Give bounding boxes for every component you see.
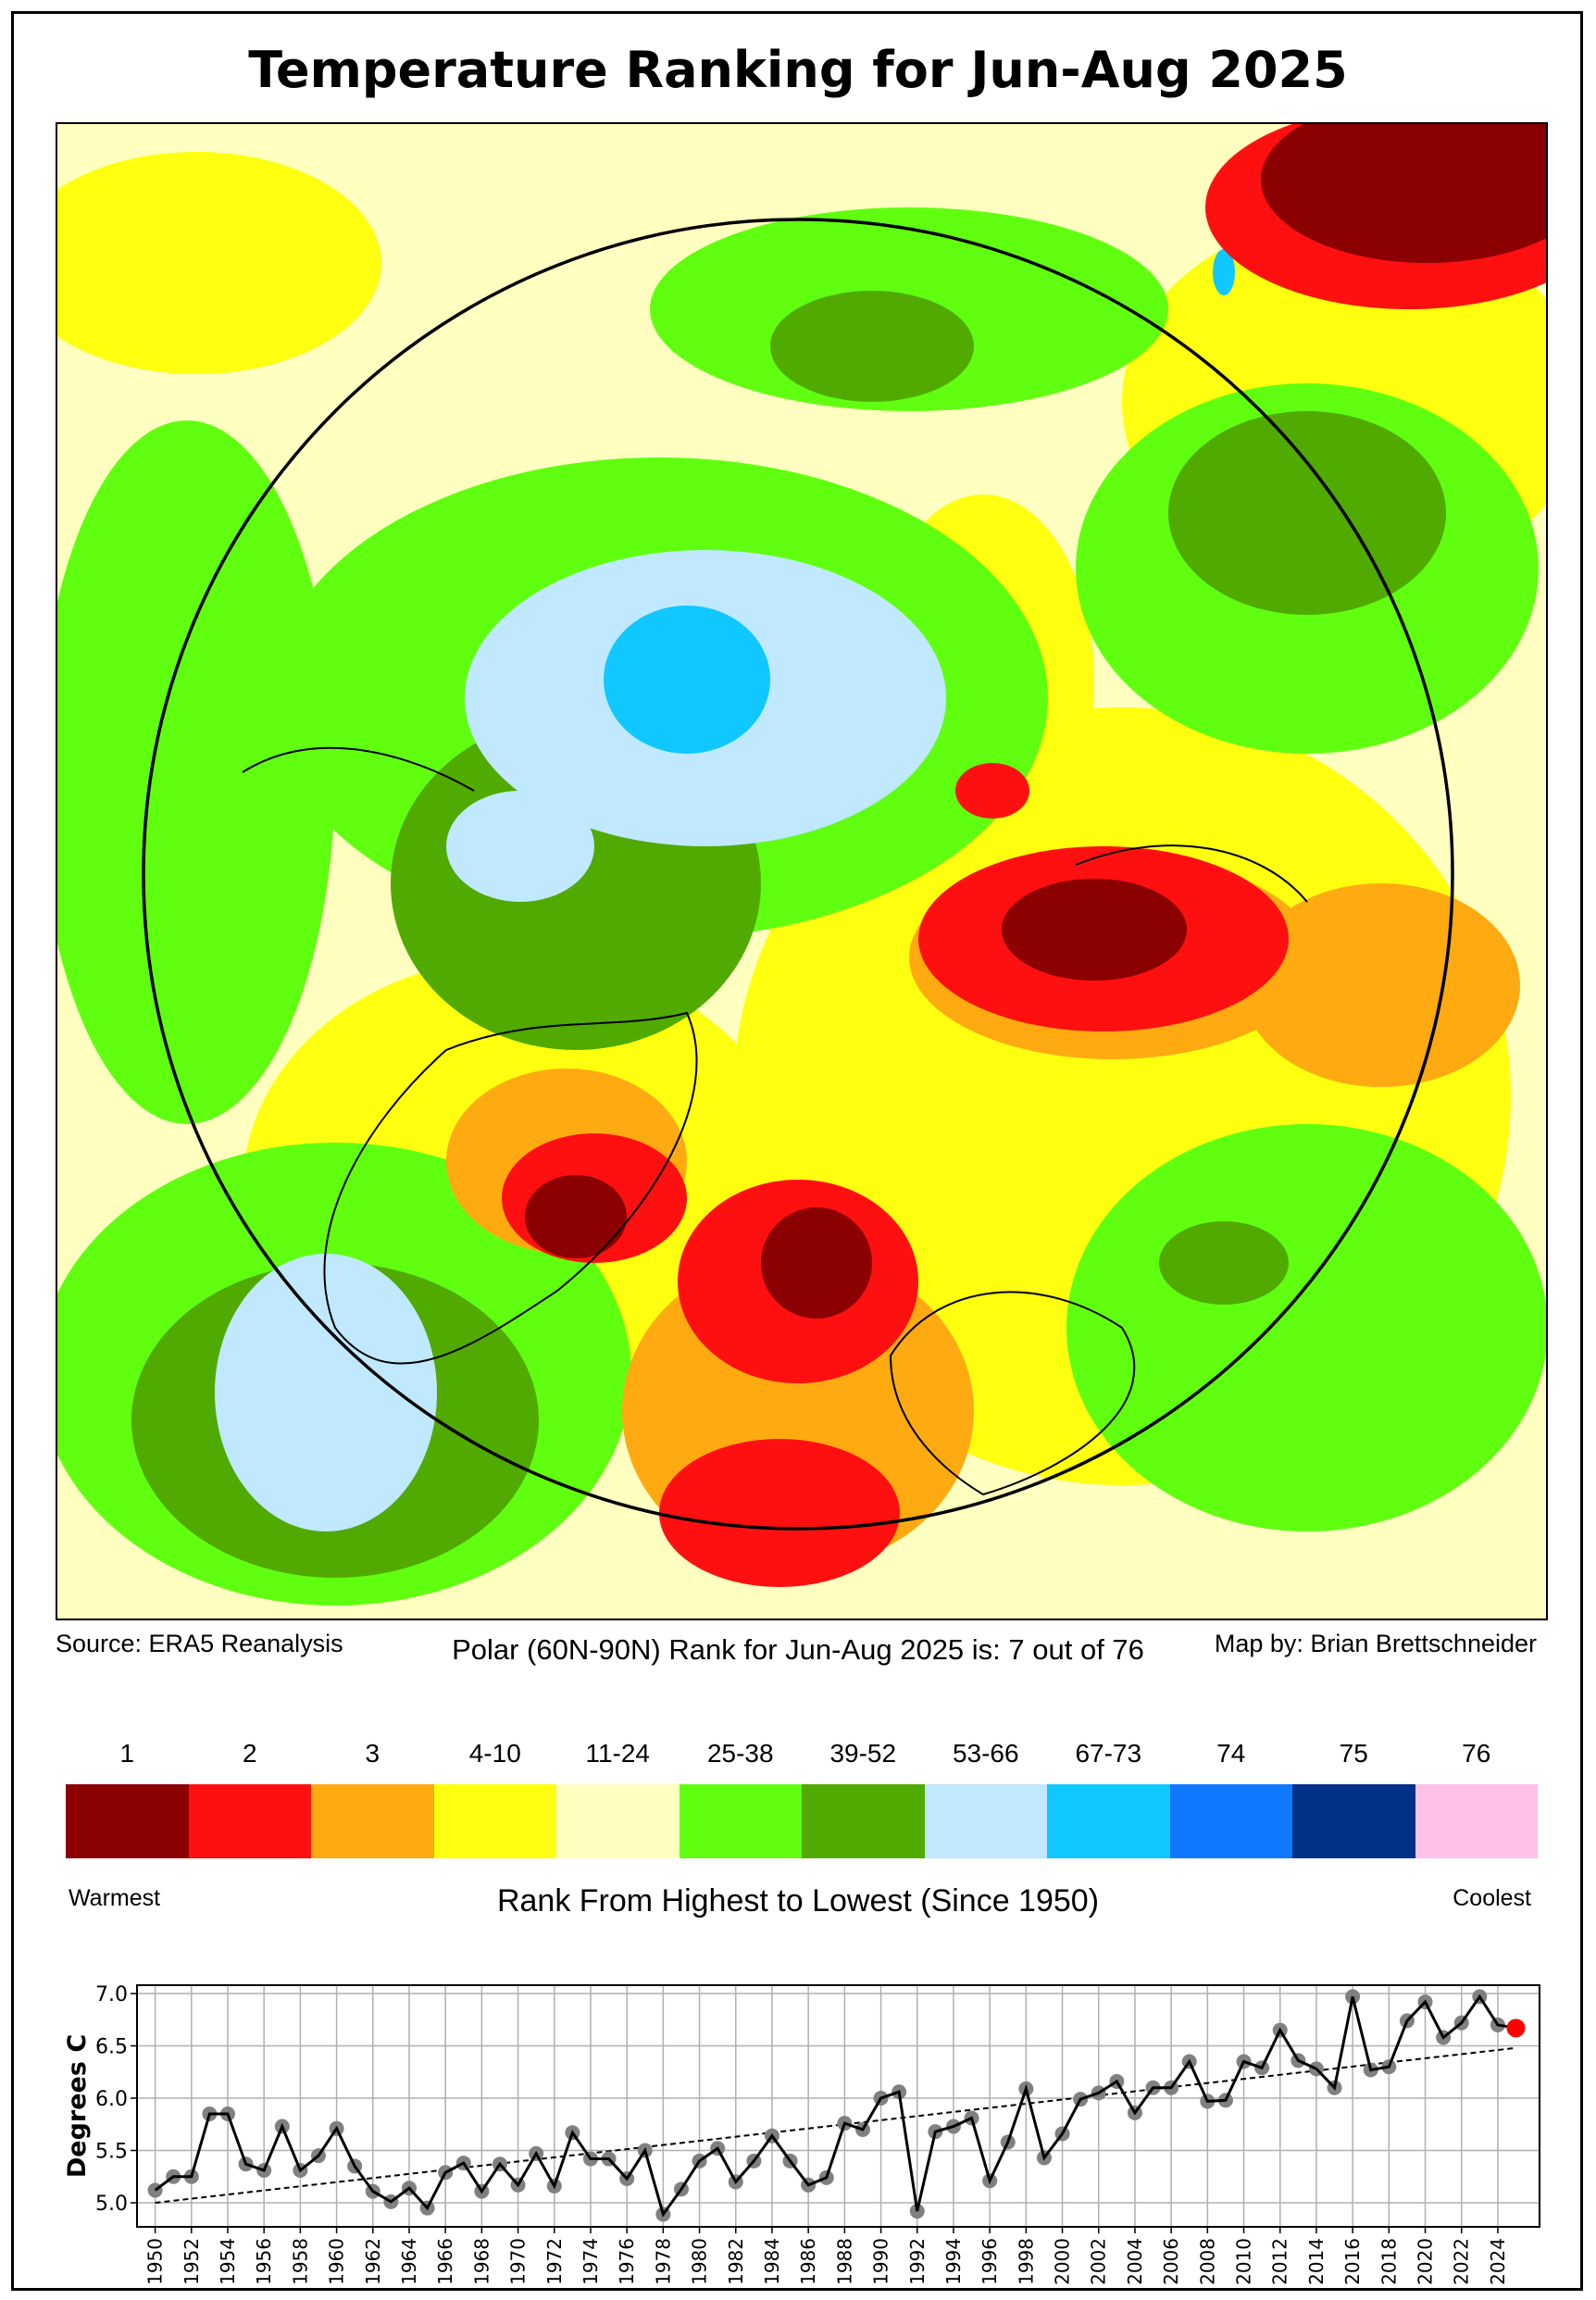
- data-point-2025-highlight: [1506, 2019, 1526, 2038]
- figure-frame: [11, 11, 1583, 2291]
- page-title: Temperature Ranking for Jun-Aug 2025: [248, 41, 1348, 99]
- x-tick-label: 1982: [725, 2238, 747, 2285]
- credit-label: Map by: Brian Brettschneider: [1214, 1630, 1537, 1657]
- colorbar-label: 76: [1462, 1739, 1491, 1768]
- colorbar-swatch-67-73: [1047, 1784, 1170, 1858]
- warmest-label: Warmest: [69, 1885, 161, 1911]
- x-tick-label: 2004: [1124, 2238, 1146, 2285]
- map-canvas: [57, 124, 1546, 1619]
- rank-67-73-areas: [604, 249, 1235, 754]
- x-tick-label: 1988: [833, 2238, 855, 2285]
- coolest-label: Coolest: [1453, 1885, 1531, 1911]
- rank-map: [56, 122, 1548, 1620]
- colorbar-swatch-53-66: [924, 1784, 1047, 1858]
- x-tick-label: 2022: [1451, 2238, 1473, 2285]
- x-tick-label: 1954: [217, 2238, 239, 2285]
- y-tick-label: 7.0: [95, 1983, 128, 2006]
- colorbar: [66, 1784, 1538, 1858]
- y-tick-label: 6.5: [95, 2036, 128, 2059]
- colorbar-label: 74: [1216, 1739, 1246, 1768]
- colorbar-swatch-75: [1292, 1784, 1415, 1858]
- x-tick-label: 1992: [906, 2238, 929, 2285]
- x-tick-label: 2002: [1088, 2238, 1110, 2285]
- x-tick-label: 1994: [942, 2238, 965, 2285]
- colorbar-swatch-11-24: [556, 1784, 680, 1858]
- x-tick-label: 2020: [1415, 2238, 1437, 2285]
- x-tick-label: 2006: [1160, 2238, 1182, 2285]
- colorbar-label: 67-73: [1075, 1739, 1142, 1768]
- colorbar-labels: 1 2 3 4-10 11-24 25-38 39-52 53-66 67-73 74 75 76: [66, 1739, 1538, 1769]
- x-tick-label: 2008: [1196, 2238, 1218, 2285]
- x-tick-label: 1998: [1015, 2238, 1037, 2285]
- colorbar-label: 53-66: [952, 1739, 1019, 1768]
- temperature-timeseries-chart: 5.0 5.5 6.0 6.5 7.0 1950 1952 1954 1956 1958 1960 1…: [63, 1983, 1540, 2285]
- colorbar-swatch-3: [311, 1784, 434, 1858]
- x-tick-label: 2010: [1233, 2238, 1255, 2285]
- y-tick-label: 5.0: [95, 2193, 128, 2216]
- coastlines: [242, 746, 1308, 1496]
- x-tick-label: 2012: [1269, 2238, 1291, 2285]
- x-tick-label: 1960: [326, 2238, 348, 2285]
- colorbar-label: 11-24: [585, 1739, 651, 1768]
- colorbar-label: 75: [1339, 1739, 1368, 1768]
- arctic-circle: [142, 218, 1454, 1531]
- source-label: Source: ERA5 Reanalysis: [56, 1630, 343, 1657]
- x-tick-label: 1950: [144, 2238, 167, 2285]
- x-tick-label: 1970: [507, 2238, 530, 2285]
- colorbar-swatch-4-10: [433, 1784, 556, 1858]
- colorbar-swatch-39-52: [802, 1784, 925, 1858]
- colorbar-label: 25-38: [706, 1739, 774, 1768]
- colorbar-label: 1: [119, 1739, 135, 1768]
- x-tick-label: 1952: [181, 2238, 203, 2285]
- x-tick-label: 1976: [616, 2238, 638, 2285]
- temperature-line: [154, 1994, 1516, 2218]
- rank-1-areas: [525, 124, 1546, 1319]
- colorbar-swatch-25-38: [679, 1784, 802, 1858]
- x-tick-label: 2024: [1487, 2238, 1509, 2285]
- x-tick-label: 1990: [870, 2238, 892, 2285]
- x-tick-label: 1978: [652, 2238, 674, 2285]
- trend-line: [155, 2046, 1516, 2205]
- y-tick-label: 5.5: [95, 2141, 128, 2164]
- colorbar-swatch-1: [66, 1784, 189, 1858]
- x-tick-label: 1972: [543, 2238, 566, 2285]
- x-tick-label: 1964: [398, 2238, 420, 2285]
- plot-area: [136, 1984, 1540, 2228]
- x-tick-label: 2018: [1378, 2238, 1400, 2285]
- x-tick-label: 2014: [1305, 2238, 1328, 2285]
- x-tick-label: 1962: [362, 2238, 384, 2285]
- x-tick-label: 1968: [470, 2238, 493, 2285]
- colorbar-label: 3: [365, 1739, 380, 1768]
- x-tick-label: 1986: [797, 2238, 819, 2285]
- x-tick-label: 1966: [434, 2238, 456, 2285]
- colorbar-swatch-2: [188, 1784, 311, 1858]
- colorbar-label: 39-52: [829, 1739, 897, 1768]
- x-tick-label: 1974: [580, 2238, 602, 2285]
- colorbar-swatch-76: [1415, 1784, 1538, 1858]
- x-tick-label: 1996: [979, 2238, 1001, 2285]
- colorbar-swatch-74: [1169, 1784, 1292, 1858]
- x-tick-label: 1980: [689, 2238, 711, 2285]
- x-tick-label: 2016: [1341, 2238, 1364, 2285]
- x-tick-label: 1984: [761, 2238, 783, 2285]
- x-tick-label: 1958: [289, 2238, 311, 2285]
- colorbar-label: 2: [242, 1739, 257, 1768]
- y-axis-label: Degrees C: [63, 2034, 92, 2178]
- x-tick-label: 1956: [253, 2238, 275, 2285]
- colorbar-label: 4-10: [468, 1739, 521, 1768]
- rank-statement: Polar (60N-90N) Rank for Jun-Aug 2025 is…: [452, 1633, 1144, 1666]
- colorbar-title: Rank From Highest to Lowest (Since 1950): [496, 1883, 1100, 1919]
- x-tick-label: 2000: [1052, 2238, 1074, 2285]
- y-tick-label: 6.0: [95, 2088, 128, 2111]
